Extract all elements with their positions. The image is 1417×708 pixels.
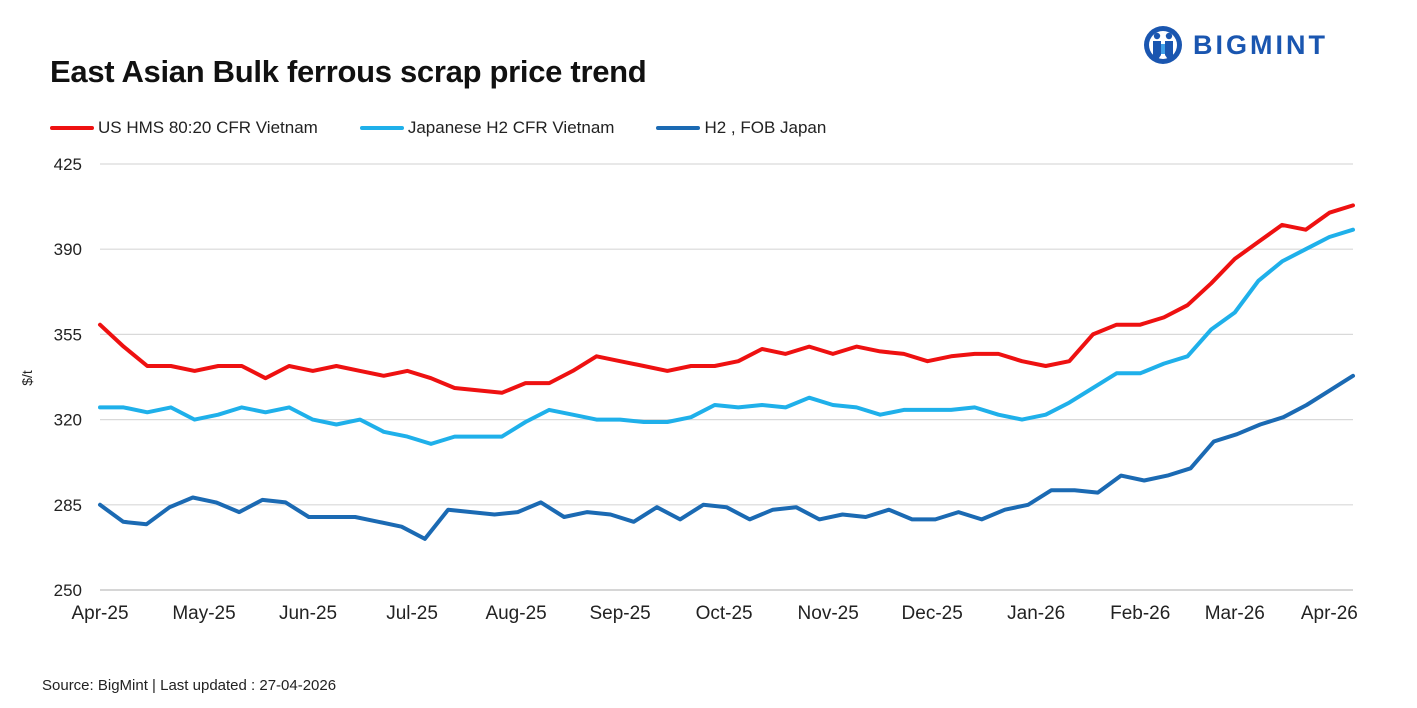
- series-lines: [98, 203, 1355, 541]
- bigmint-logo-text: BIGMINT: [1193, 29, 1328, 60]
- y-tick-label-390: 390: [54, 240, 82, 259]
- source-note: Source: BigMint | Last updated : 27-04-2…: [42, 677, 337, 694]
- x-tick-label-apr-26: Apr-26: [1301, 603, 1358, 624]
- x-tick-label-dec-25: Dec-25: [902, 603, 963, 624]
- x-tick-label-apr-25: Apr-25: [71, 603, 128, 624]
- chart-title: East Asian Bulk ferrous scrap price tren…: [50, 54, 647, 89]
- legend-item-us-hms: US HMS 80:20 CFR Vietnam: [50, 118, 318, 138]
- x-tick-label-sep-25: Sep-25: [589, 603, 650, 624]
- y-tick-label-320: 320: [54, 411, 82, 430]
- x-tick-label-jan-26: Jan-26: [1007, 603, 1065, 624]
- legend-swatch-us-hms: [50, 126, 94, 130]
- series-line-japanese-h2-cfr: [98, 227, 1355, 446]
- bigmint-logo: BIGMINT: [1141, 24, 1328, 66]
- y-tick-label-425: 425: [54, 155, 82, 174]
- gridlines: [100, 163, 1353, 591]
- line-chart: 250 285 320 355 390 425 Apr-25 May-25 Jun-25 Jul…: [19, 155, 1358, 624]
- legend-swatch-japanese-h2-cfr: [359, 126, 404, 130]
- chart-legend: US HMS 80:20 CFR Vietnam Japanese H2 CFR…: [50, 118, 868, 138]
- x-tick-label-oct-25: Oct-25: [696, 603, 753, 624]
- y-tick-label-250: 250: [54, 581, 82, 600]
- bigmint-logo-icon: [1144, 26, 1182, 64]
- x-axis-ticks: Apr-25 May-25 Jun-25 Jul-25 Aug-25 Sep-25 Oct-…: [71, 603, 1357, 624]
- x-tick-label-jun-25: Jun-25: [279, 603, 337, 624]
- y-tick-label-285: 285: [54, 496, 82, 515]
- series-line-us-hms: [98, 203, 1355, 395]
- legend-label-h2-fob-japan: H2 , FOB Japan: [704, 118, 827, 137]
- legend-item-h2-fob-japan: H2 , FOB Japan: [656, 118, 826, 138]
- legend-swatch-h2-fob-japan: [656, 126, 701, 130]
- series-line-h2-fob-japan: [98, 373, 1355, 541]
- legend-label-us-hms: US HMS 80:20 CFR Vietnam: [98, 118, 318, 137]
- x-tick-label-aug-25: Aug-25: [485, 603, 546, 624]
- x-tick-label-mar-26: Mar-26: [1205, 603, 1265, 624]
- x-tick-label-jul-25: Jul-25: [386, 603, 438, 624]
- y-axis-ticks: 250 285 320 355 390 425: [54, 155, 82, 600]
- y-tick-label-355: 355: [54, 325, 82, 344]
- x-tick-label-feb-26: Feb-26: [1110, 603, 1170, 624]
- legend-label-japanese-h2-cfr: Japanese H2 CFR Vietnam: [407, 118, 615, 137]
- legend-item-japanese-h2-cfr: Japanese H2 CFR Vietnam: [359, 118, 615, 138]
- x-tick-label-nov-25: Nov-25: [798, 603, 859, 624]
- x-tick-label-may-25: May-25: [172, 603, 235, 624]
- y-axis-title: $/t: [19, 370, 35, 386]
